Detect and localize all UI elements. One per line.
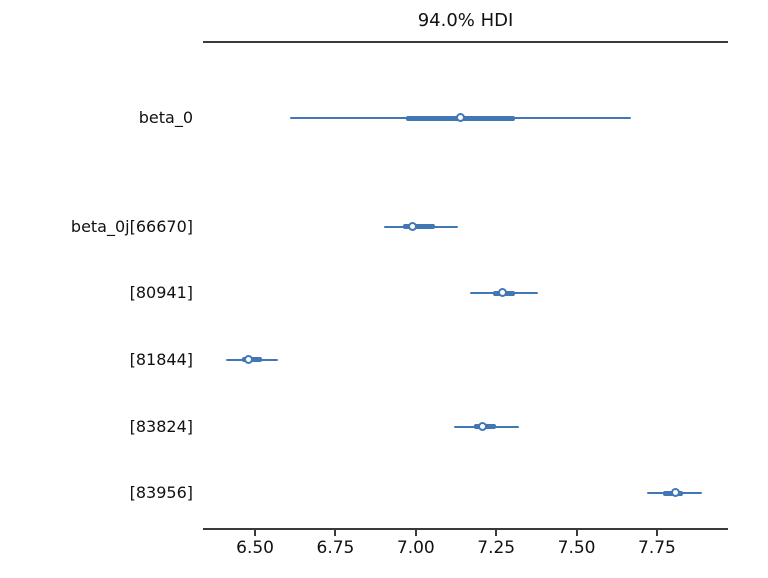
y-axis-label: beta_0j[66670] xyxy=(70,216,193,236)
y-axis-label: [81844] xyxy=(129,349,193,369)
x-axis-tick-label: 6.75 xyxy=(316,538,355,558)
y-axis-label: [83824] xyxy=(129,416,193,436)
median-marker xyxy=(671,488,681,498)
median-marker xyxy=(478,421,488,431)
x-axis-tick xyxy=(254,530,257,536)
y-axis-label: [80941] xyxy=(129,283,193,303)
plot-area xyxy=(203,41,728,530)
y-axis-label: beta_0 xyxy=(138,108,193,128)
median-marker xyxy=(455,113,465,123)
x-axis-tick-label: 7.00 xyxy=(396,538,435,558)
quartile-interval-line xyxy=(402,224,436,230)
x-axis-tick-label: 7.25 xyxy=(477,538,516,558)
y-axis-label: [83956] xyxy=(129,483,193,503)
median-marker xyxy=(497,288,507,298)
x-axis-tick xyxy=(495,530,498,536)
plot-title: 94.0% HDI xyxy=(417,10,514,31)
x-axis-tick xyxy=(414,530,417,536)
x-axis-tick xyxy=(575,530,578,536)
x-axis-tick xyxy=(334,530,337,536)
median-marker xyxy=(407,221,417,231)
x-axis-tick-label: 7.75 xyxy=(638,538,676,558)
x-axis-tick-label: 7.50 xyxy=(557,538,596,558)
median-marker xyxy=(243,354,253,364)
x-axis-tick xyxy=(655,530,658,536)
x-axis-tick-label: 6.50 xyxy=(236,538,274,558)
